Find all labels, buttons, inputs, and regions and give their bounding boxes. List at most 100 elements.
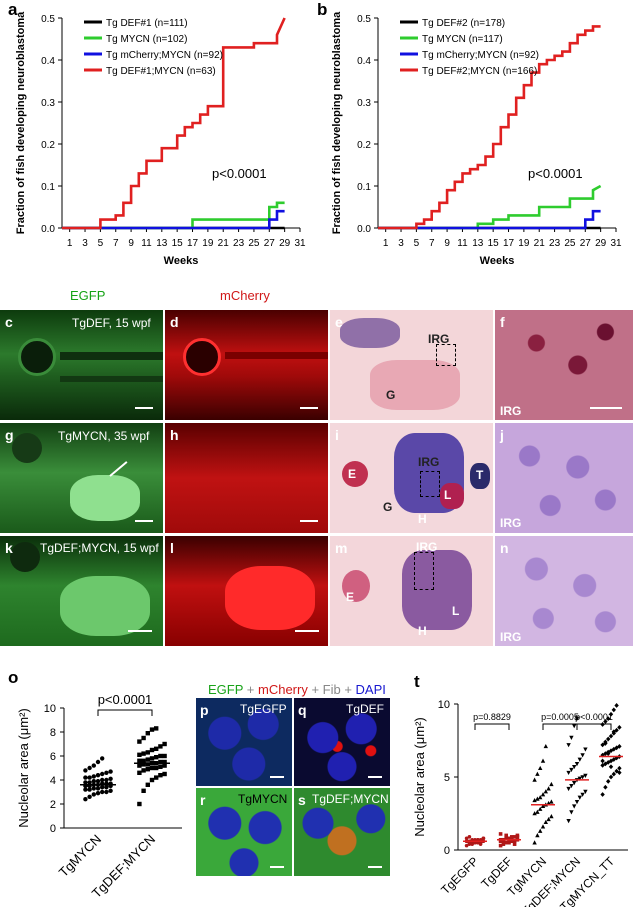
- chart-b: 0.00.10.20.30.40.51 3 5 7 9 11 13 15 17 19 21 23 25 2…: [331, 11, 622, 267]
- data-point: [137, 763, 142, 768]
- data-point: [91, 786, 97, 791]
- data-point: [535, 796, 540, 801]
- data-point: [510, 839, 514, 844]
- scale-bar: [300, 520, 318, 522]
- series-line: [62, 209, 285, 230]
- panel-d-label: d: [170, 314, 179, 330]
- data-point: [538, 765, 543, 771]
- data-point: [87, 765, 92, 771]
- arrow-icon: [109, 461, 128, 477]
- panel-n-label: n: [500, 540, 509, 556]
- data-point: [617, 743, 622, 749]
- panel-l-label: l: [170, 540, 174, 556]
- x-tick-label: 31: [294, 238, 306, 249]
- irg-box: [436, 344, 456, 366]
- data-point: [467, 835, 472, 839]
- organ-h-label: H: [418, 512, 427, 526]
- data-point: [141, 768, 146, 773]
- x-tick-label: 31: [610, 238, 622, 249]
- data-point: [538, 795, 543, 800]
- y-tick-label: 0.0: [41, 224, 55, 235]
- data-point: [141, 735, 146, 741]
- data-point: [572, 804, 577, 809]
- data-point: [566, 770, 571, 776]
- series-line: [62, 201, 285, 230]
- y-tick-label: 8: [50, 727, 56, 739]
- panel-g-caption: TgMYCN, 35 wpf: [58, 429, 150, 443]
- data-point: [95, 779, 101, 784]
- panel-e-label: e: [335, 314, 343, 330]
- data-point: [577, 757, 582, 762]
- data-point: [149, 727, 155, 732]
- legend-label: Tg mCherry;MYCN (n=92): [106, 50, 223, 61]
- x-tick-label: 3: [82, 238, 88, 249]
- panel-j-label: j: [500, 427, 504, 443]
- data-point: [100, 756, 105, 761]
- tissue: [370, 360, 460, 410]
- data-point: [535, 771, 540, 776]
- data-point: [141, 758, 146, 763]
- data-point: [549, 799, 554, 804]
- x-tick-label: 9: [128, 238, 134, 249]
- significance-bracket: [576, 723, 612, 730]
- x-tick-label: 5: [414, 238, 420, 249]
- data-point: [145, 750, 150, 755]
- x-tick-label: 29: [595, 238, 607, 249]
- panel-g-label: g: [5, 427, 14, 443]
- data-point: [580, 753, 585, 758]
- data-point: [158, 759, 163, 765]
- data-point: [104, 785, 109, 790]
- x-tick-label: 23: [233, 238, 245, 249]
- x-tick-label: 13: [472, 238, 484, 249]
- x-tick-label: 25: [564, 238, 576, 249]
- organ-l-label: L: [452, 604, 460, 618]
- data-point: [600, 762, 605, 768]
- data-point: [104, 777, 109, 783]
- panel-r-label: r: [200, 792, 206, 808]
- irg-label: IRG: [500, 404, 522, 418]
- data-point: [108, 788, 113, 793]
- data-point: [583, 789, 588, 794]
- y-tick-label: 4: [50, 775, 56, 787]
- data-point: [100, 777, 105, 783]
- fish-stripe: [60, 376, 163, 382]
- tumor: [60, 576, 150, 636]
- data-point: [108, 769, 113, 774]
- data-point: [583, 747, 588, 752]
- fish-stripe: [225, 352, 328, 359]
- tissue: [470, 463, 490, 489]
- legend-label: Tg MYCN (n=117): [422, 34, 503, 45]
- panel-s-caption: TgDEF;MYCN: [312, 792, 389, 806]
- data-point: [100, 789, 105, 795]
- title-fib: + Fib +: [307, 682, 356, 697]
- organ-l-label: L: [444, 488, 452, 502]
- data-point: [572, 781, 577, 786]
- scale-bar: [300, 407, 318, 409]
- series-line: [378, 25, 601, 230]
- data-point: [83, 780, 88, 785]
- data-point: [158, 753, 163, 759]
- data-point: [162, 759, 167, 765]
- panel-f-label: f: [500, 314, 505, 330]
- data-point: [540, 824, 546, 829]
- x-tick-label: 7: [429, 238, 435, 249]
- data-point: [91, 792, 97, 797]
- tissue: [440, 483, 464, 509]
- x-tick-label: 1: [383, 238, 389, 249]
- scale-bar: [135, 520, 153, 522]
- data-point: [504, 833, 508, 838]
- x-tick-label: 3: [398, 238, 404, 249]
- data-point: [532, 811, 537, 816]
- data-point: [572, 764, 577, 770]
- panel-q-caption: TgDEF: [346, 702, 385, 716]
- y-tick-label: 0: [444, 845, 450, 857]
- data-point: [145, 731, 150, 736]
- data-point: [87, 787, 92, 792]
- x-tick-label: 27: [580, 238, 592, 249]
- data-point: [154, 746, 159, 751]
- legend-label: Tg MYCN (n=102): [106, 34, 187, 45]
- data-point: [504, 836, 508, 841]
- y-tick-label: 0.3: [357, 98, 371, 109]
- y-tick-label: 0.1: [357, 182, 371, 193]
